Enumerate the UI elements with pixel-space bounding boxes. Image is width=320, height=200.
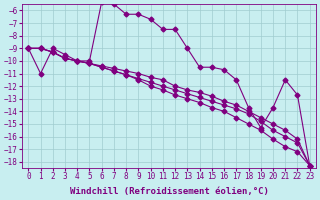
X-axis label: Windchill (Refroidissement éolien,°C): Windchill (Refroidissement éolien,°C)	[69, 187, 268, 196]
